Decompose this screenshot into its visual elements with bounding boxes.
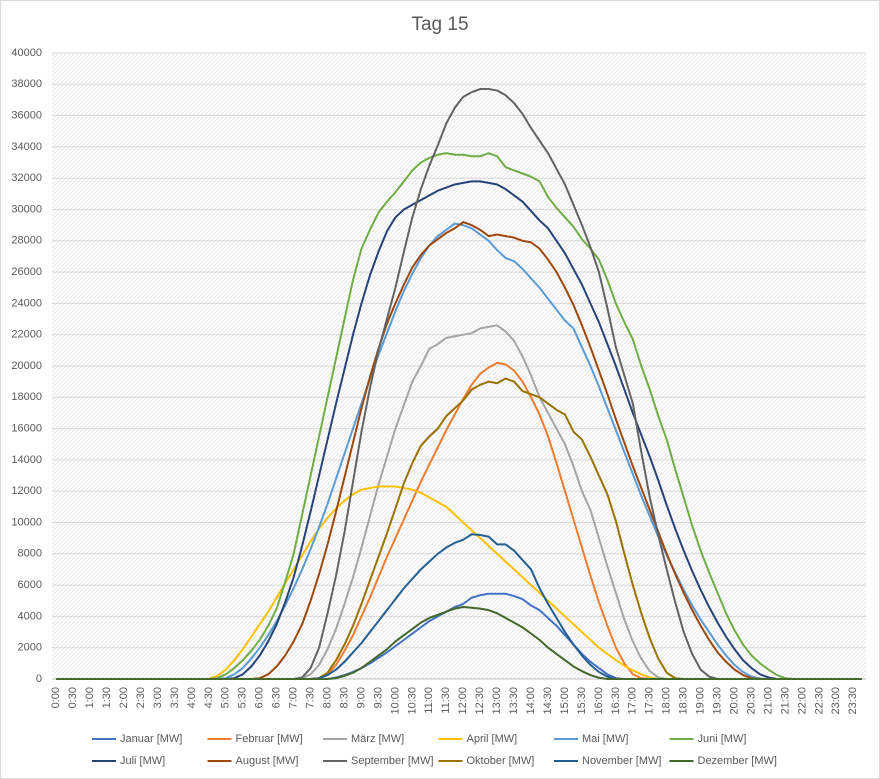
x-tick-label: 6:00: [254, 687, 266, 708]
series-line: [56, 606, 862, 680]
x-tick-label: 12:00: [457, 687, 469, 715]
x-tick-label: 10:30: [406, 687, 418, 715]
x-tick-label: 18:30: [678, 687, 690, 715]
x-tick-label: 7:00: [288, 687, 300, 708]
x-tick-label: 20:30: [745, 687, 757, 715]
y-tick-label: 28000: [11, 235, 42, 247]
x-tick-label: 20:00: [728, 687, 740, 715]
x-tick-label: 18:00: [661, 687, 673, 715]
legend-label: November [MW]: [582, 755, 661, 767]
x-tick-label: 23:00: [830, 687, 842, 715]
y-tick-label: 26000: [11, 266, 42, 278]
legend-label: Mai [MW]: [582, 733, 628, 745]
y-tick-label: 6000: [18, 579, 42, 591]
legend-label: September [MW]: [351, 755, 434, 767]
x-tick-label: 13:30: [508, 687, 520, 715]
y-tick-label: 40000: [11, 47, 42, 59]
y-tick-label: 30000: [11, 203, 42, 215]
x-tick-label: 2:30: [135, 687, 147, 708]
x-tick-label: 19:30: [712, 687, 724, 715]
y-tick-label: 18000: [11, 391, 42, 403]
y-tick-label: 14000: [11, 454, 42, 466]
x-tick-label: 13:00: [491, 687, 503, 715]
y-tick-label: 4000: [18, 610, 42, 622]
legend-label: März [MW]: [351, 733, 404, 745]
x-tick-label: 16:30: [610, 687, 622, 715]
x-tick-label: 9:00: [355, 687, 367, 708]
x-tick-label: 5:00: [220, 687, 232, 708]
legend-label: Februar [MW]: [236, 733, 303, 745]
x-tick-label: 15:00: [559, 687, 571, 715]
x-tick-label: 7:30: [305, 687, 317, 708]
x-tick-label: 15:30: [576, 687, 588, 715]
y-tick-label: 16000: [11, 423, 42, 435]
x-tick-label: 9:30: [372, 687, 384, 708]
x-tick-label: 5:30: [237, 687, 249, 708]
y-tick-label: 20000: [11, 360, 42, 372]
y-tick-label: 38000: [11, 78, 42, 90]
x-tick-label: 1:00: [84, 687, 96, 708]
y-tick-label: 12000: [11, 485, 42, 497]
x-tick-label: 6:30: [271, 687, 283, 708]
legend-label: April [MW]: [467, 733, 518, 745]
x-tick-label: 8:00: [321, 687, 333, 708]
x-tick-label: 4:00: [186, 687, 198, 708]
chart-title: Tag 15: [411, 14, 468, 35]
y-tick-label: 34000: [11, 141, 42, 153]
x-tick-label: 8:30: [338, 687, 350, 708]
x-tick-label: 21:30: [779, 687, 791, 715]
x-tick-label: 0:30: [67, 687, 79, 708]
x-tick-label: 22:00: [796, 687, 808, 715]
x-tick-label: 19:00: [695, 687, 707, 715]
x-tick-label: 17:30: [644, 687, 656, 715]
y-tick-label: 10000: [11, 516, 42, 528]
x-tick-label: 11:30: [440, 687, 452, 714]
x-tick-label: 22:30: [813, 687, 825, 715]
y-tick-label: 8000: [18, 548, 42, 560]
x-tick-label: 1:30: [101, 687, 113, 708]
x-tick-label: 16:00: [593, 687, 605, 715]
y-tick-label: 24000: [11, 297, 42, 309]
y-tick-label: 0: [36, 673, 42, 685]
x-tick-label: 11:00: [423, 687, 435, 714]
x-tick-label: 23:30: [847, 687, 859, 715]
legend-label: Juli [MW]: [120, 755, 165, 767]
legend-label: Januar [MW]: [120, 733, 182, 745]
x-tick-label: 14:00: [525, 687, 537, 715]
y-tick-label: 36000: [11, 110, 42, 122]
x-tick-label: 3:00: [152, 687, 164, 708]
x-tick-label: 10:00: [389, 687, 401, 715]
x-tick-label: 12:30: [474, 687, 486, 715]
x-tick-label: 2:00: [118, 687, 130, 708]
y-tick-label: 22000: [11, 329, 42, 341]
x-tick-label: 21:00: [762, 687, 774, 715]
x-tick-label: 14:30: [542, 687, 554, 715]
x-tick-label: 4:30: [203, 687, 215, 708]
legend-label: Dezember [MW]: [698, 755, 777, 767]
legend-label: August [MW]: [236, 755, 299, 767]
x-tick-label: 3:30: [169, 687, 181, 708]
y-tick-label: 32000: [11, 172, 42, 184]
x-tick-label: 0:00: [50, 687, 62, 708]
x-tick-label: 17:00: [627, 687, 639, 715]
legend-label: Juni [MW]: [698, 733, 747, 745]
y-tick-label: 2000: [18, 642, 42, 654]
legend-label: Oktober [MW]: [467, 755, 535, 767]
